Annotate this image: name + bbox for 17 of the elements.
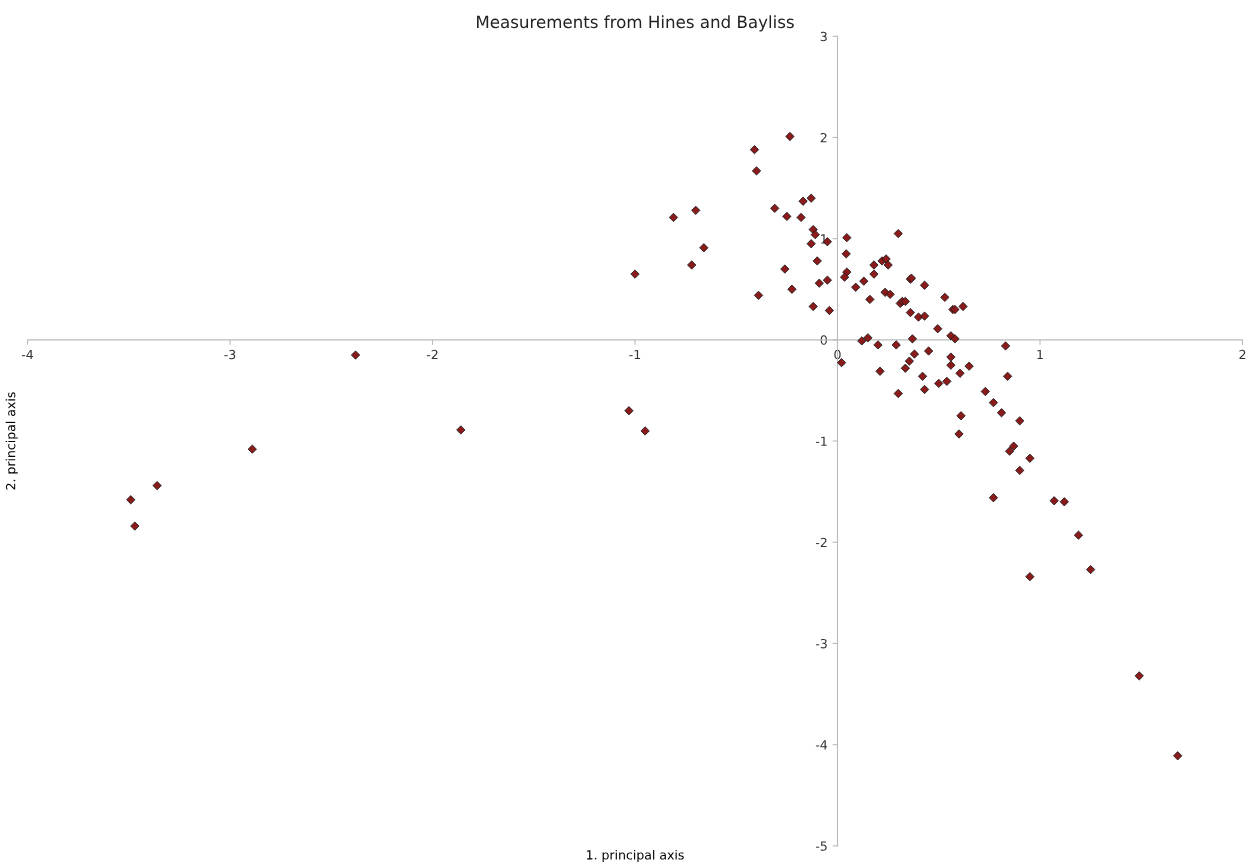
y-tick-label: -1: [815, 436, 827, 446]
y-tick-label: 3: [820, 31, 827, 42]
chart-title: Measurements from Hines and Bayliss: [477, 15, 794, 32]
y-tick-label: 0: [820, 335, 827, 345]
x-tick-label: 2: [1239, 349, 1246, 360]
x-tick-label: -3: [224, 349, 236, 360]
y-tick-label: -3: [815, 638, 827, 649]
y-tick-label: -5: [815, 841, 827, 851]
y-tick-label: -4: [815, 740, 828, 750]
y-tick-label: 2: [820, 132, 827, 143]
x-tick-label: 1: [1037, 349, 1043, 360]
x-tick-label: -2: [426, 349, 438, 360]
y-axis-title: 2. principal axis: [5, 392, 18, 490]
x-tick-label: -1: [629, 349, 641, 360]
y-tick-label: -2: [815, 537, 827, 548]
x-axis-title: 1. principal axis: [586, 849, 684, 862]
x-tick-label: -4: [21, 349, 34, 360]
